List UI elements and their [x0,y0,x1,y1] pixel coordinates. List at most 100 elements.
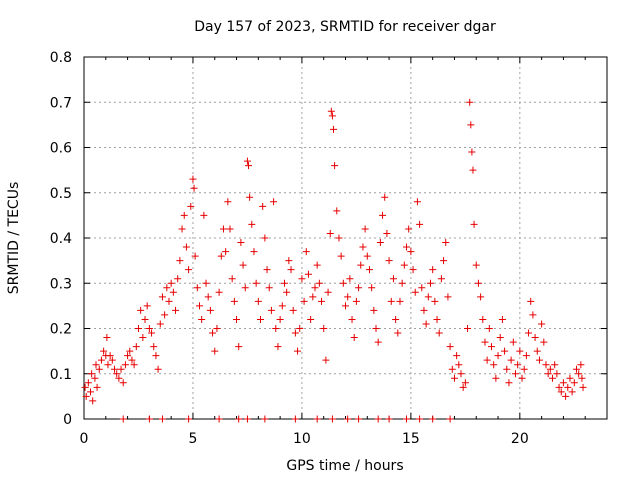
data-point [185,415,193,423]
data-point [246,193,254,201]
data-point [187,202,195,210]
x-tick-label: 5 [188,431,197,447]
data-point [328,112,336,120]
data-point [333,207,341,215]
data-point [115,374,123,382]
data-point [466,98,474,106]
data-point [492,374,500,382]
data-point [511,370,519,378]
data-point [158,415,166,423]
data-point [326,229,334,237]
data-point [331,162,339,170]
data-point [562,392,570,400]
data-point [307,315,315,323]
data-point [204,293,212,301]
data-point [450,374,458,382]
y-tick-label: 0.3 [50,276,72,292]
y-tick-label: 0 [63,412,72,428]
data-point [139,334,147,342]
data-point [263,266,271,274]
data-point [215,415,223,423]
data-point [95,365,103,373]
data-point [400,261,408,269]
data-point [442,239,450,247]
data-point [488,343,496,351]
y-tick-label: 0.8 [50,50,72,66]
data-point [559,379,567,387]
data-point [209,329,217,337]
data-point [252,279,260,287]
data-point [440,257,448,265]
data-point [507,356,515,364]
data-point [355,284,363,292]
data-point [546,365,554,373]
data-point [553,370,561,378]
data-point [459,383,467,391]
data-point [285,257,293,265]
data-point [174,275,182,283]
data-point [265,284,273,292]
data-point [474,279,482,287]
data-point [416,415,424,423]
data-point [280,279,288,287]
data-point [261,415,269,423]
data-point [352,297,360,305]
data-point [215,288,223,296]
data-point [357,261,365,269]
data-point [202,279,210,287]
y-tick-label: 0.2 [50,322,72,338]
data-point [89,397,97,405]
data-point [577,361,585,369]
data-point [224,198,232,206]
data-point [496,334,504,342]
data-point [481,338,489,346]
data-point [429,266,437,274]
data-point [161,311,169,319]
data-point [494,352,502,360]
data-point [568,388,576,396]
data-point [291,329,299,337]
data-point [304,270,312,278]
data-point [276,315,284,323]
y-tick-label: 0.6 [50,141,72,157]
data-point [84,379,92,387]
y-tick-label: 0.7 [50,95,72,111]
data-point [289,306,297,314]
data-point [108,356,116,364]
data-point [152,352,160,360]
data-point [219,225,227,233]
data-point [420,306,428,314]
data-point [501,347,509,355]
data-point [533,347,541,355]
data-point [287,266,295,274]
data-point [100,347,108,355]
data-point [245,162,253,170]
data-point [483,356,491,364]
data-point [222,248,230,256]
data-point [429,415,437,423]
data-point [509,338,517,346]
data-point [165,297,173,305]
data-point [272,325,280,332]
data-point [193,284,201,292]
data-point [298,275,306,283]
data-point [498,315,506,323]
data-point [163,284,171,292]
data-point [254,297,262,305]
data-point [448,365,456,373]
data-point [330,125,338,133]
data-point [544,370,552,378]
data-points [81,98,587,423]
data-point [549,374,557,382]
data-point [237,239,245,247]
data-point [239,261,247,269]
data-point [551,361,559,369]
data-point [87,388,95,396]
data-point [389,275,397,283]
data-point [396,297,404,305]
data-point [182,243,190,251]
data-point [403,243,411,251]
grid [84,57,607,419]
axis-ticks: 0 5 10 15 20 0 0.1 0.2 0.3 0.4 0.5 0.6 0.7 0.8 [50,50,607,447]
